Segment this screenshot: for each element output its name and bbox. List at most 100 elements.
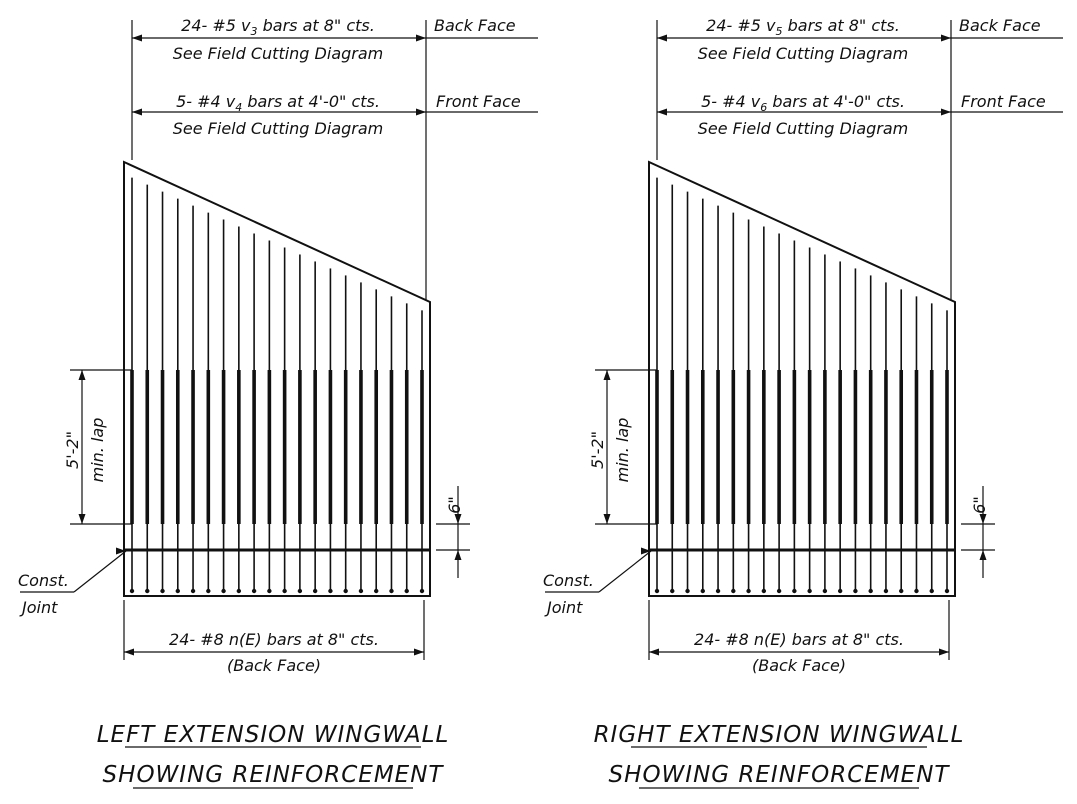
dim-arrow	[649, 648, 659, 656]
bar-label-part: 5- #4 v	[176, 92, 236, 111]
bar-end-dot	[853, 588, 858, 594]
mid-field-note: See Field Cutting Diagram	[173, 119, 384, 138]
bottom-face-label: (Back Face)	[227, 656, 321, 675]
dim-arrow	[979, 550, 987, 560]
leader-arrow	[116, 547, 126, 555]
bar-end-dot	[715, 588, 721, 594]
bar-end-dot	[929, 588, 934, 594]
leader-arrow	[641, 547, 651, 555]
bar-end-dot	[868, 588, 873, 594]
bar-end-dot	[883, 588, 889, 594]
bar-mark-subscript: 5	[776, 25, 783, 38]
left-wingwall-panel: 24- #5 v3 bars at 8" cts. Back Face See Fi…	[18, 16, 538, 789]
dim-arrow	[416, 34, 426, 42]
mid-face-label: Front Face	[436, 92, 521, 111]
bar-end-dot	[175, 588, 180, 594]
bar-end-dot	[206, 588, 211, 594]
bar-end-dot	[374, 588, 379, 594]
dim-arrow	[132, 108, 142, 116]
top-face-label: Back Face	[434, 16, 516, 35]
bar-end-dot	[807, 588, 812, 594]
bottom-bar-label: 24- #8 n(E) bars at 8" cts.	[694, 630, 904, 649]
dim-arrow	[657, 108, 667, 116]
bar-end-dot	[776, 588, 782, 594]
joint-leader-line	[598, 550, 652, 593]
bar-end-dot	[343, 588, 348, 594]
dim-arrow	[132, 34, 142, 42]
dim-arrow	[603, 370, 611, 380]
dim-arrow	[941, 108, 951, 116]
bar-label-part: bars at 4'-0" cts.	[242, 92, 380, 111]
bar-label-part: bars at 8" cts.	[783, 16, 900, 35]
bar-end-dot	[670, 588, 675, 594]
bar-label-part: 5- #4 v	[701, 92, 761, 111]
bar-end-dot	[190, 588, 196, 594]
top-field-note: See Field Cutting Diagram	[698, 44, 909, 63]
joint-label-line1: Const.	[18, 571, 69, 590]
bar-end-dot	[282, 588, 287, 594]
joint-label-line2: Joint	[19, 598, 58, 617]
joint-label-line1: Const.	[543, 571, 594, 590]
lap-length-label: 5'-2"	[588, 431, 607, 469]
bar-end-dot	[236, 588, 242, 594]
dim-arrow	[603, 514, 611, 524]
bar-end-dot	[267, 588, 272, 594]
wall-outline	[123, 160, 431, 597]
dim-arrow	[979, 514, 987, 524]
offset-label: 6"	[970, 496, 989, 514]
view-title-line2: SHOWING REINFORCEMENT	[103, 762, 445, 788]
bar-end-dot	[731, 588, 736, 594]
mid-bar-label: 5- #4 v4 bars at 4'-0" cts.	[176, 92, 380, 114]
bar-label-part: 24- #5 v	[181, 16, 251, 35]
mid-face-label: Front Face	[961, 92, 1046, 111]
dim-arrow	[414, 648, 424, 656]
bar-label-part: 24- #5 v	[706, 16, 776, 35]
bar-end-dot	[746, 588, 751, 594]
top-bar-label: 24- #5 v5 bars at 8" cts.	[706, 16, 900, 38]
bar-end-dot	[419, 588, 425, 594]
bar-mark-subscript: 4	[235, 101, 242, 114]
dim-arrow	[939, 648, 949, 656]
lap-note-label: min. lap	[88, 418, 107, 483]
bar-end-dot	[404, 588, 409, 594]
joint-leader-line	[73, 550, 127, 593]
bar-end-dot	[389, 588, 394, 594]
bar-end-dot	[914, 588, 919, 594]
top-field-note: See Field Cutting Diagram	[173, 44, 384, 63]
offset-label: 6"	[445, 496, 464, 514]
bar-end-dot	[700, 588, 705, 594]
bar-mark-subscript: 6	[760, 101, 767, 114]
right-wingwall-panel: 24- #5 v5 bars at 8" cts. Back Face See Fi…	[543, 16, 1063, 789]
bar-end-dot	[899, 588, 904, 594]
bar-end-dot	[160, 588, 165, 594]
dim-arrow	[941, 34, 951, 42]
lap-note-label: min. lap	[613, 418, 632, 483]
bar-end-dot	[297, 588, 303, 594]
bar-label-part: bars at 4'-0" cts.	[767, 92, 905, 111]
bottom-face-label: (Back Face)	[752, 656, 846, 675]
bar-end-dot	[792, 588, 797, 594]
view-title-line2: SHOWING REINFORCEMENT	[609, 762, 951, 788]
top-bar-label: 24- #5 v3 bars at 8" cts.	[181, 16, 375, 38]
dim-arrow	[78, 370, 86, 380]
top-face-label: Back Face	[959, 16, 1041, 35]
bar-end-dot	[129, 588, 135, 594]
view-title-line1: RIGHT EXTENSION WINGWALL	[594, 722, 965, 748]
bar-end-dot	[944, 588, 950, 594]
joint-label-line2: Joint	[544, 598, 583, 617]
bar-end-dot	[837, 588, 843, 594]
dim-arrow	[657, 34, 667, 42]
bar-mark-subscript: 3	[251, 25, 258, 38]
mid-field-note: See Field Cutting Diagram	[698, 119, 909, 138]
bar-end-dot	[358, 588, 364, 594]
bar-end-dot	[221, 588, 226, 594]
bottom-bar-label: 24- #8 n(E) bars at 8" cts.	[169, 630, 379, 649]
bar-end-dot	[822, 588, 828, 594]
dim-arrow	[454, 550, 462, 560]
dim-arrow	[416, 108, 426, 116]
bar-end-dot	[685, 588, 690, 594]
dim-arrow	[78, 514, 86, 524]
bar-end-dot	[145, 588, 150, 594]
bar-end-dot	[654, 588, 660, 594]
